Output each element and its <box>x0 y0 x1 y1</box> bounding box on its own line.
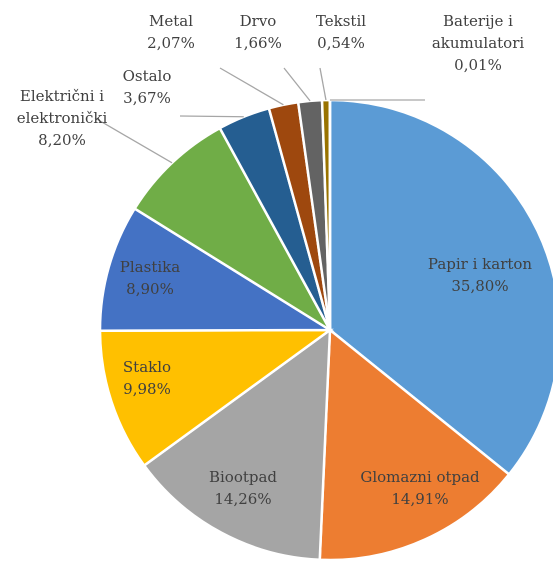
value-label: 35,80% <box>451 277 508 295</box>
category-label: Drvo <box>240 12 277 30</box>
label-drvo: Drvo 1,66% <box>234 12 282 52</box>
pie-slices <box>98 98 553 561</box>
value-label: 0,01% <box>454 56 502 74</box>
category-label: Papir i karton <box>428 255 533 273</box>
value-label: 8,90% <box>126 280 174 298</box>
value-label: 14,91% <box>391 490 448 508</box>
label-metal: Metal 2,07% <box>147 12 195 52</box>
slice-biootpad <box>142 327 332 561</box>
leader-lines <box>94 67 426 164</box>
value-label: 1,66% <box>234 34 282 52</box>
category-label: akumulatori <box>432 34 525 52</box>
category-label: Plastika <box>120 258 180 276</box>
leader-elektricni-i-elektronicki <box>94 117 173 164</box>
category-label: Biootpad <box>209 468 277 486</box>
value-label: 0,54% <box>317 34 365 52</box>
value-label: 3,67% <box>123 89 171 107</box>
slice-labels: Papir i karton 35,80% Glomazni otpad 14,91%… <box>17 12 533 508</box>
leader-drvo <box>283 67 311 102</box>
label-elektricni-i-elektronicki: Električni i elektronički 8,20% <box>17 87 108 149</box>
slice-staklo <box>98 328 334 468</box>
category-label: Glomazni otpad <box>360 468 480 486</box>
label-ostalo: Ostalo 3,67% <box>123 67 172 107</box>
label-tekstil: Tekstil 0,54% <box>316 12 366 52</box>
label-papir-i-karton: Papir i karton 35,80% <box>428 255 533 295</box>
value-label: 8,20% <box>38 131 86 149</box>
category-label: Metal <box>149 12 193 30</box>
leader-metal <box>219 67 284 106</box>
label-glomazni-otpad: Glomazni otpad 14,91% <box>360 468 480 508</box>
label-biootpad: Biootpad 14,26% <box>209 468 277 508</box>
category-label: Električni i <box>20 87 104 105</box>
label-baterije-i-akumulatori: Baterije i akumulatori 0,01% <box>432 12 525 74</box>
slice-papir-i-karton <box>328 98 553 477</box>
category-label: Staklo <box>123 358 171 376</box>
category-label: elektronički <box>17 109 108 127</box>
value-label: 14,26% <box>214 490 271 508</box>
value-label: 9,98% <box>123 380 171 398</box>
category-label: Ostalo <box>123 67 172 85</box>
category-label: Tekstil <box>316 12 366 30</box>
slice-plastika <box>98 206 335 332</box>
leader-tekstil <box>319 67 327 101</box>
leader-ostalo <box>179 115 244 118</box>
label-staklo: Staklo 9,98% <box>123 358 171 398</box>
category-label: Baterije i <box>443 12 513 30</box>
value-label: 2,07% <box>147 34 195 52</box>
slice-glomazni-otpad <box>318 327 511 561</box>
label-plastika: Plastika 8,90% <box>120 258 180 298</box>
